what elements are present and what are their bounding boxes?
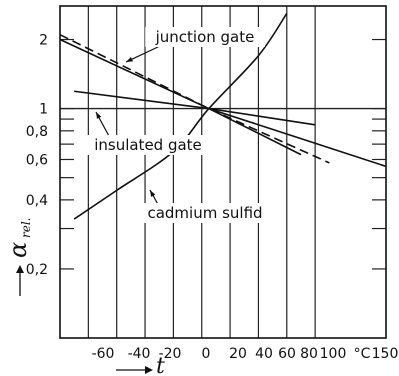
curve-junction-gate-1 — [59, 33, 330, 164]
grid — [60, 6, 386, 338]
y-tick-label-1: 1 — [39, 102, 48, 118]
y-tick-label-2: 0,8 — [26, 124, 48, 140]
curve-label-1: insulated gate — [94, 136, 202, 154]
x-tick-label-9: 150 — [372, 346, 399, 362]
x-tick-label-0: -60 — [92, 346, 115, 362]
curve-labels: junction gate insulated gate cadmium sulfi… — [83, 27, 270, 223]
x-tick-label-5: 40 — [255, 346, 273, 362]
plot-border — [59, 5, 387, 339]
y-tick-label-3: 0,6 — [26, 152, 48, 168]
x-unit-label: °C — [354, 346, 371, 362]
label-background-0 — [145, 27, 265, 47]
x-tick-label-2: -20 — [159, 346, 182, 362]
curve-label-0: junction gate — [155, 28, 255, 46]
y-tick-labels: 2 1 0,8 0,6 0,4 0,2 — [26, 33, 48, 278]
x-axis-title: t — [156, 354, 165, 376]
label-background-1 — [83, 135, 213, 155]
y-tick-label-5: 0,2 — [26, 262, 48, 278]
y-axis-arrowhead — [16, 265, 24, 273]
y-tick-label-0: 2 — [39, 33, 48, 49]
leader-arrow-1 — [96, 112, 102, 119]
y-axis-subscript: rel. — [19, 218, 33, 239]
x-tick-label-3: 0 — [202, 346, 211, 362]
x-tick-label-8: 100 — [320, 346, 347, 362]
leader-arrow-2 — [150, 190, 156, 197]
plot-frame — [59, 5, 387, 339]
label-background-2 — [140, 203, 270, 223]
x-tick-label-7: 80 — [300, 346, 318, 362]
x-tick-label-4: 20 — [229, 346, 247, 362]
y-axis-title-group: α rel. — [4, 218, 33, 296]
curve-label-2: cadmium sulfid — [147, 204, 262, 222]
curve-cadmium-sulfid-3 — [73, 12, 288, 220]
x-tick-label-6: 60 — [278, 346, 296, 362]
y-tick-label-4: 0,4 — [26, 193, 48, 209]
y-ticks — [60, 38, 386, 270]
curves — [59, 12, 387, 220]
x-axis-arrowhead — [145, 366, 153, 374]
leader-arrow-0 — [126, 57, 133, 62]
axis-titles: t α rel. — [4, 218, 165, 376]
x-tick-labels: -60 -40 -20 0 20 40 60 80 100 150°C — [92, 346, 399, 362]
x-tick-label-1: -40 — [128, 346, 151, 362]
curve-unlabeled-4 — [208, 107, 387, 168]
y-axis-title: α — [4, 242, 32, 258]
